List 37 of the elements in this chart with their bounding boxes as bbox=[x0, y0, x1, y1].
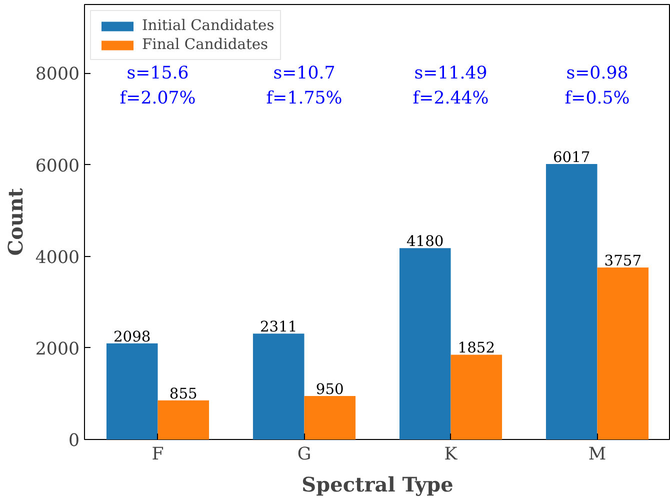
data-label: 4180 bbox=[406, 233, 444, 250]
x-tick-label: F bbox=[152, 444, 164, 464]
annotation: s=0.98 bbox=[566, 64, 628, 84]
y-tick-label: 6000 bbox=[35, 156, 80, 176]
bar bbox=[450, 354, 502, 440]
y-tick-label: 4000 bbox=[35, 248, 80, 268]
bar bbox=[106, 343, 158, 440]
x-tick-label: G bbox=[297, 444, 312, 464]
annotation: s=11.49 bbox=[414, 64, 488, 84]
data-label: 1852 bbox=[458, 340, 496, 357]
bar bbox=[304, 396, 356, 440]
data-label: 2098 bbox=[113, 328, 151, 346]
bar bbox=[546, 164, 598, 440]
x-axis-title: Spectral Type bbox=[302, 472, 454, 496]
legend-label: Final Candidates bbox=[142, 36, 268, 53]
annotation: f=2.07% bbox=[120, 88, 196, 108]
data-label: 950 bbox=[316, 381, 344, 398]
data-label: 3757 bbox=[604, 252, 642, 270]
annotation: s=10.7 bbox=[273, 64, 336, 84]
annotation: f=2.44% bbox=[412, 88, 489, 108]
bar bbox=[158, 400, 210, 440]
y-tick-label: 0 bbox=[68, 431, 80, 451]
x-tick-label: M bbox=[588, 444, 606, 464]
annotation: s=15.6 bbox=[126, 64, 189, 84]
legend-label: Initial Candidates bbox=[142, 17, 274, 34]
y-axis-title: Count bbox=[3, 187, 28, 256]
y-tick-label: 2000 bbox=[35, 339, 80, 360]
data-label: 2311 bbox=[260, 318, 298, 336]
bar bbox=[597, 267, 649, 440]
bar bbox=[399, 248, 451, 440]
annotation: f=0.5% bbox=[564, 88, 630, 108]
data-label: 6017 bbox=[552, 148, 590, 166]
data-label: 855 bbox=[169, 385, 198, 402]
y-tick-label: 8000 bbox=[35, 64, 80, 85]
bar bbox=[252, 334, 304, 440]
x-tick-label: K bbox=[444, 444, 458, 464]
annotation: f=1.75% bbox=[266, 88, 342, 108]
